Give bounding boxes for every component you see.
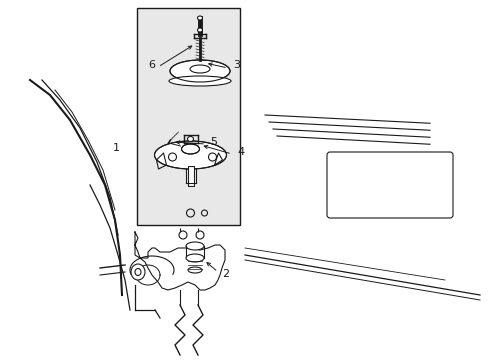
Bar bbox=[137, 8, 240, 225]
FancyBboxPatch shape bbox=[326, 152, 452, 218]
Ellipse shape bbox=[187, 136, 193, 141]
Ellipse shape bbox=[169, 76, 230, 86]
Text: 4: 4 bbox=[237, 147, 244, 157]
Ellipse shape bbox=[154, 141, 226, 169]
Text: 1: 1 bbox=[112, 143, 119, 153]
Ellipse shape bbox=[197, 16, 202, 20]
Ellipse shape bbox=[170, 60, 229, 82]
Ellipse shape bbox=[131, 264, 145, 280]
Ellipse shape bbox=[190, 65, 209, 73]
Ellipse shape bbox=[187, 267, 202, 273]
Ellipse shape bbox=[185, 242, 203, 250]
Ellipse shape bbox=[197, 28, 202, 32]
Ellipse shape bbox=[185, 254, 203, 262]
Text: 2: 2 bbox=[222, 269, 229, 279]
Text: 5: 5 bbox=[209, 137, 217, 147]
Text: 3: 3 bbox=[232, 60, 240, 70]
Text: 6: 6 bbox=[148, 60, 155, 70]
Ellipse shape bbox=[135, 269, 141, 275]
Ellipse shape bbox=[181, 144, 199, 154]
Ellipse shape bbox=[193, 63, 206, 69]
